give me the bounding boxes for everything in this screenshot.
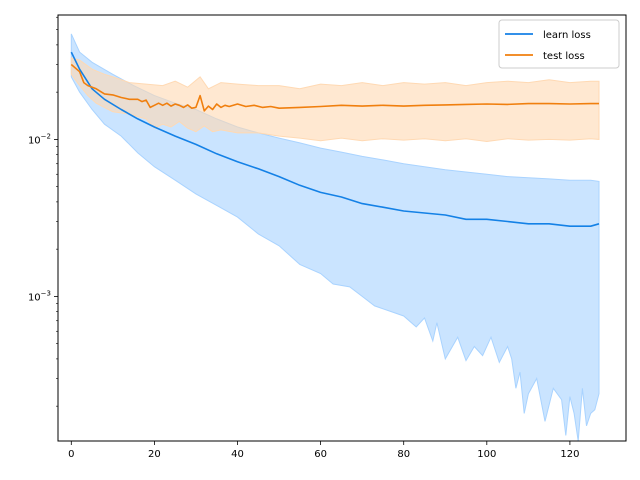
- x-axis: 0 20 40 60 80 100 120: [68, 441, 579, 460]
- test-loss-legend-label: test loss: [543, 51, 585, 62]
- y-tick-label: 10−2: [28, 132, 51, 146]
- learn-loss-legend-label: learn loss: [543, 30, 591, 41]
- learn-loss-line: [70, 51, 600, 227]
- x-tick-label: 0: [68, 449, 74, 460]
- plot-frame: [57, 14, 627, 442]
- series-lines: [70, 51, 600, 227]
- confidence-bands: [70, 33, 600, 441]
- y-tick-label: 10−3: [28, 289, 51, 303]
- legend: learn loss test loss: [498, 19, 620, 69]
- x-tick-label: 40: [231, 449, 244, 460]
- y-axis: 10−3 10−2: [28, 16, 58, 407]
- test-loss-line: [70, 63, 599, 112]
- learn-loss-band: [70, 33, 600, 441]
- x-tick-label: 20: [148, 449, 161, 460]
- x-tick-label: 60: [314, 449, 327, 460]
- x-tick-label: 120: [560, 449, 579, 460]
- x-tick-label: 100: [477, 449, 496, 460]
- test-loss-band: [70, 57, 600, 143]
- legend-box: [498, 19, 620, 69]
- x-tick-label: 80: [397, 449, 410, 460]
